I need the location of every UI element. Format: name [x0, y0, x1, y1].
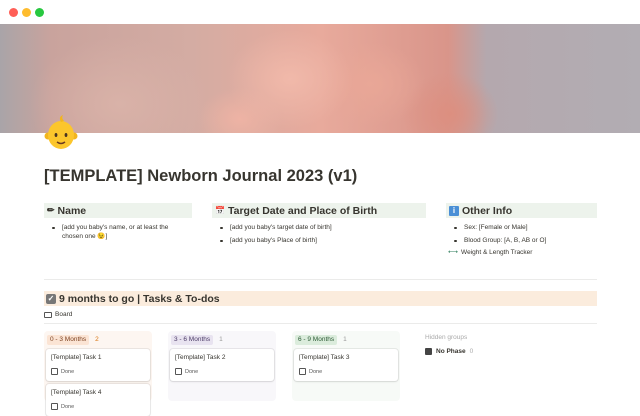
- maximize-button[interactable]: [35, 8, 44, 17]
- callout-title: Other Info: [462, 204, 513, 217]
- task-card[interactable]: [Template] Task 4 Done: [46, 384, 150, 416]
- close-button[interactable]: [9, 8, 18, 17]
- info-icon: i: [449, 205, 459, 216]
- task-card[interactable]: [Template] Task 3 Done: [294, 349, 398, 381]
- minimize-button[interactable]: [22, 8, 31, 17]
- group-label: 3 - 6 Months: [171, 334, 214, 345]
- list-item: [add you baby's name, or at least the ch…: [44, 223, 192, 241]
- tab-divider: [44, 323, 597, 324]
- group-count: 1: [219, 336, 223, 343]
- callout-name: ✏ Name [add you baby's name, or at least …: [44, 203, 192, 245]
- task-card[interactable]: [Template] Task 1 Done: [46, 349, 150, 381]
- pencil-icon: ✏: [47, 205, 55, 215]
- card-title: [Template] Task 1: [51, 354, 102, 361]
- card-title: [Template] Task 4: [51, 389, 102, 396]
- group-count: 1: [343, 336, 347, 343]
- hidden-group-no-phase[interactable]: No Phase 0: [425, 348, 473, 355]
- callout-title: Target Date and Place of Birth: [227, 204, 378, 217]
- done-label: Done: [61, 403, 75, 410]
- checkbox[interactable]: [51, 403, 58, 410]
- checkbox[interactable]: [175, 368, 182, 375]
- group-count: 2: [95, 336, 99, 343]
- list-item: Sex: [Female or Male]: [446, 223, 597, 232]
- weight-length-tracker-link[interactable]: ⟷ Weight & Length Tracker: [446, 248, 597, 257]
- calendar-icon: 📅: [215, 206, 225, 215]
- card-title: [Template] Task 2: [175, 354, 226, 361]
- done-label: Done: [309, 368, 323, 375]
- hidden-groups-label: Hidden groups: [425, 334, 468, 341]
- board-group: 6 - 9 Months 1 [Template] Task 3 Done: [292, 331, 400, 401]
- page-title: [TEMPLATE] Newborn Journal 2023 (v1): [44, 167, 358, 185]
- group-count: 0: [469, 348, 474, 355]
- tasks-heading: ✓ 9 months to go | Tasks & To-dos: [44, 291, 597, 306]
- cover-image: [0, 24, 640, 133]
- tasks-title: 9 months to go | Tasks & To-dos: [59, 292, 220, 305]
- list-item: [add you baby's Place of birth]: [212, 236, 426, 245]
- callout-birth: 📅 Target Date and Place of Birth [add you…: [212, 203, 426, 249]
- done-label: Done: [185, 368, 199, 375]
- tab-label: Board: [55, 311, 73, 318]
- callout-other-info: i Other Info Sex: [Female or Male] Blood G…: [446, 203, 597, 256]
- checkbox-icon: ✓: [46, 293, 56, 304]
- link-label: Weight & Length Tracker: [461, 248, 533, 256]
- checkbox[interactable]: [299, 368, 306, 375]
- divider: [44, 279, 597, 280]
- baby-emoji-icon: [44, 115, 78, 149]
- inbox-icon: [425, 348, 432, 355]
- dumbbell-icon: ⟷: [448, 249, 459, 256]
- card-title: [Template] Task 3: [299, 354, 350, 361]
- checkbox[interactable]: [51, 368, 58, 375]
- group-label: No Phase: [436, 348, 466, 355]
- group-label: 6 - 9 Months: [295, 334, 338, 345]
- task-card[interactable]: [Template] Task 2 Done: [170, 349, 274, 381]
- board-icon: [44, 311, 52, 318]
- list-item: Blood Group: [A, B, AB or O]: [446, 236, 597, 245]
- done-label: Done: [61, 368, 75, 375]
- board-group: 0 - 3 Months 2 [Template] Task 1 Done [Tem…: [44, 331, 152, 416]
- callout-title: Name: [57, 204, 87, 217]
- list-item: [add you baby's target date of birth]: [212, 223, 426, 232]
- board-group: 3 - 6 Months 1 [Template] Task 2 Done: [168, 331, 276, 401]
- group-label: 0 - 3 Months: [47, 334, 90, 345]
